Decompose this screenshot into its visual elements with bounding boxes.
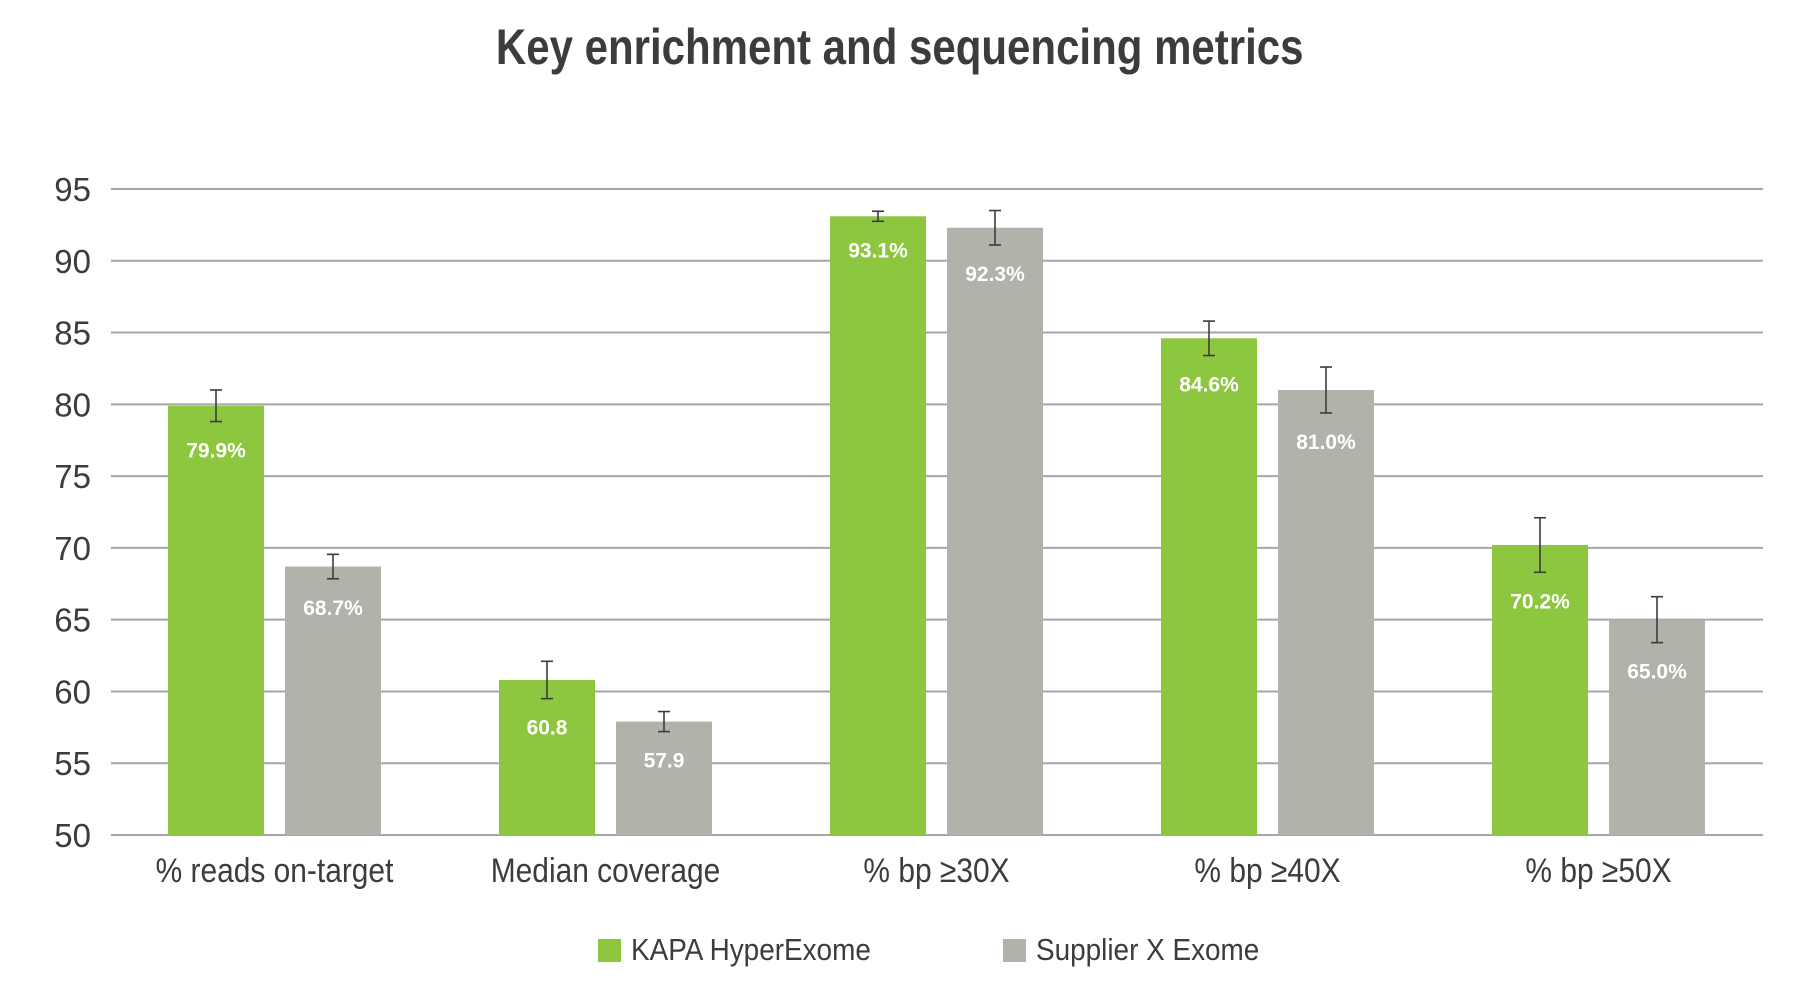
data-label: 57.9 [644,750,685,773]
bar [1161,338,1257,835]
y-tick-label: 85 [54,315,91,352]
data-label: 65.0% [1627,661,1687,684]
y-tick-label: 95 [54,171,91,208]
legend-swatch-kapa [598,938,621,962]
data-label: 70.2% [1510,590,1570,613]
data-label: 84.6% [1179,374,1239,397]
x-category-label: % bp ≥40X [1194,851,1340,889]
data-label: 81.0% [1296,431,1356,454]
data-label: 93.1% [848,239,908,262]
bar [499,679,595,835]
bar [830,216,926,835]
y-tick-label: 90 [54,243,91,280]
legend-label-supplier-x: Supplier X Exome [1036,932,1260,967]
data-label: 60.8 [527,717,568,740]
bar [1278,389,1374,835]
x-category-label: Median coverage [491,851,720,889]
y-tick-label: 50 [54,817,91,854]
chart-title-text: Key enrichment and sequencing metrics [496,19,1304,75]
legend-swatch-supplier-x [1003,938,1026,962]
y-tick-label: 55 [54,745,91,782]
legend-item-kapa: KAPA HyperExome [598,932,897,968]
y-tick-label: 80 [54,386,91,423]
data-label: 79.9% [186,440,246,463]
x-category-label: % bp ≥30X [863,851,1009,889]
bar [168,405,264,835]
y-tick-label: 75 [54,458,91,495]
bar [947,227,1043,835]
y-tick-label: 65 [54,602,91,639]
legend-item-supplier-x: Supplier X Exome [1003,932,1284,968]
data-label: 68.7% [303,597,363,620]
bar [285,566,381,835]
y-tick-label: 60 [54,673,91,710]
legend-label-kapa: KAPA HyperExome [631,932,871,967]
bar [616,721,712,835]
chart-title: Key enrichment and sequencing metrics [0,18,1800,76]
bar [1492,545,1588,835]
bar [1609,619,1705,835]
data-label: 92.3% [965,263,1025,286]
x-category-label: % reads on-target [156,851,394,889]
y-tick-label: 70 [54,530,91,567]
x-category-label: % bp ≥50X [1525,851,1671,889]
